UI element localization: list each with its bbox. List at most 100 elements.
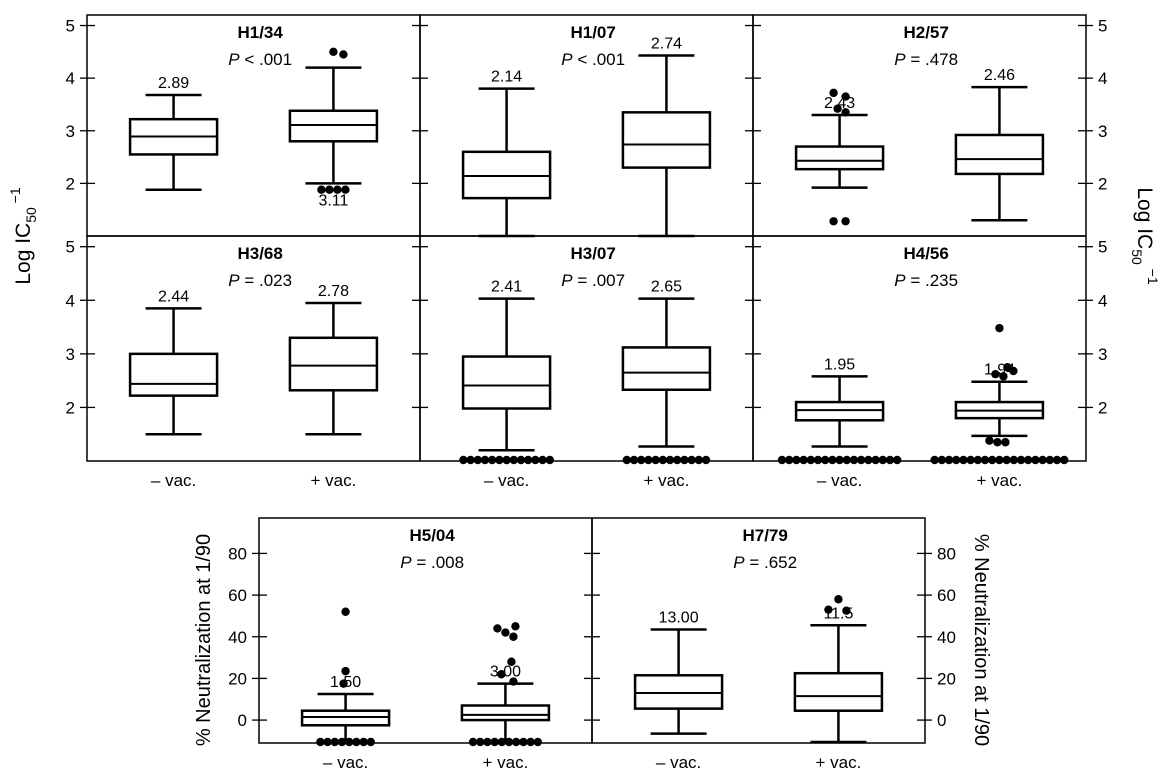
x-category-label: – vac. (817, 471, 862, 490)
box-minus-vac: 2.41 – vac. (459, 279, 554, 490)
y-axis-label-right-bottom: % Neutralization at 1/90 (970, 534, 992, 746)
floor-point (1052, 455, 1062, 465)
iqr-box (461, 150, 552, 200)
floor-point (680, 455, 689, 465)
outlier-point (841, 108, 850, 117)
floor-point (337, 737, 347, 747)
iqr-box (794, 145, 885, 171)
floor-point (1016, 455, 1026, 465)
floor-point (622, 455, 632, 465)
outlier-point (991, 370, 1000, 379)
x-category-label: + vac. (643, 471, 689, 490)
panel-title: H2/57 (903, 23, 948, 42)
p-value: P = .008 (400, 553, 464, 572)
floor-point (806, 455, 815, 465)
median-value-label: 2.44 (158, 288, 189, 305)
floor-point (344, 737, 354, 747)
floor-point (842, 455, 851, 465)
floor-point (878, 455, 887, 465)
floor-point (1002, 455, 1011, 465)
floor-point (366, 737, 375, 747)
outlier-point (509, 632, 518, 641)
floor-point (665, 455, 675, 465)
outlier-point (829, 217, 838, 226)
x-category-label: – vac. (323, 753, 368, 769)
floor-point (316, 737, 325, 747)
outlier-point (841, 217, 850, 226)
floor-point (701, 455, 711, 465)
x-category-label: + vac. (815, 753, 861, 769)
y-axis-label-left: Log IC50 −1 (7, 187, 39, 285)
panel-h2-57: 2 3 4 5 H2/57 P = .478 2.43 2.46 (752, 14, 1107, 237)
floor-point (673, 455, 682, 465)
panel-h5-04: 0 20 40 60 80 H5/04 P = .008 1.50– vac. 3.00 + va… (228, 517, 593, 769)
outlier-point (834, 595, 843, 604)
outlier-point (985, 436, 994, 445)
iqr-box (954, 133, 1045, 176)
floor-point (459, 455, 468, 465)
panel-title: H1/07 (570, 23, 615, 42)
p-value: P = .235 (894, 271, 958, 290)
floor-point (828, 455, 837, 465)
floor-point (637, 455, 646, 465)
p-value: P = .478 (894, 50, 958, 69)
y-tick-label: 80 (228, 544, 247, 563)
box-plus-vac: 2.78 + vac. (288, 283, 379, 490)
floor-point (629, 455, 639, 465)
floor-point (885, 455, 895, 465)
y-tick-label: 80 (937, 544, 956, 563)
median-value-label: 2.14 (491, 69, 522, 86)
y-tick-label: 5 (1098, 238, 1107, 257)
floor-point (330, 737, 339, 747)
floor-point (959, 455, 968, 465)
y-tick-label: 60 (228, 586, 247, 605)
outlier-point (325, 185, 334, 194)
outlier-point (509, 677, 518, 686)
floor-point (892, 455, 902, 465)
floor-point (988, 455, 997, 465)
y-tick-label: 0 (238, 711, 247, 730)
iqr-box (128, 352, 219, 397)
panel-h1-34: 2 3 4 5 H1/34 P < .001 2.89 3.11 (66, 14, 421, 237)
iqr-box (300, 709, 391, 727)
y-tick-label: 3 (66, 122, 75, 141)
box-plus-vac: 11.5+ vac. (793, 595, 884, 769)
median-value-label: 2.89 (158, 75, 189, 92)
x-category-label: – vac. (656, 753, 701, 769)
floor-point (694, 455, 704, 465)
y-tick-label: 4 (1098, 291, 1107, 310)
outlier-point (507, 657, 516, 666)
floor-point (509, 455, 518, 465)
floor-point (687, 455, 696, 465)
floor-point (523, 455, 533, 465)
box-minus-vac: 2.14 (461, 69, 552, 238)
x-category-label: – vac. (151, 471, 196, 490)
outlier-point (511, 622, 520, 631)
iqr-box (794, 400, 885, 422)
floor-point (545, 455, 554, 465)
floor-point (490, 737, 499, 747)
outlier-point (497, 670, 506, 679)
x-category-label: + vac. (976, 471, 1022, 490)
outlier-point (339, 679, 348, 688)
y-tick-label: 3 (66, 345, 75, 364)
box-minus-vac: 13.00 – vac. (633, 609, 724, 769)
median-value-label: 3.00 (490, 664, 521, 681)
y-tick-label: 5 (66, 238, 75, 257)
floor-point (1038, 455, 1047, 465)
y-tick-label: 20 (228, 669, 247, 688)
outlier-point (333, 185, 342, 194)
box-plus-vac: 2.46 (954, 67, 1045, 222)
floor-point (658, 455, 668, 465)
iqr-box (621, 111, 712, 169)
floor-point (930, 455, 939, 465)
y-tick-label: 2 (66, 398, 75, 417)
panel-h7-79: 0 20 40 60 80 H7/79 P = .652 13.00 – vac. 11.5+ v… (591, 517, 956, 769)
outlier-point (841, 92, 850, 101)
floor-point (835, 455, 844, 465)
outlier-point (493, 624, 502, 633)
x-category-label: + vac. (310, 471, 356, 490)
floor-point (856, 455, 866, 465)
floor-point (1031, 455, 1040, 465)
median-value-label: 2.41 (491, 279, 522, 296)
